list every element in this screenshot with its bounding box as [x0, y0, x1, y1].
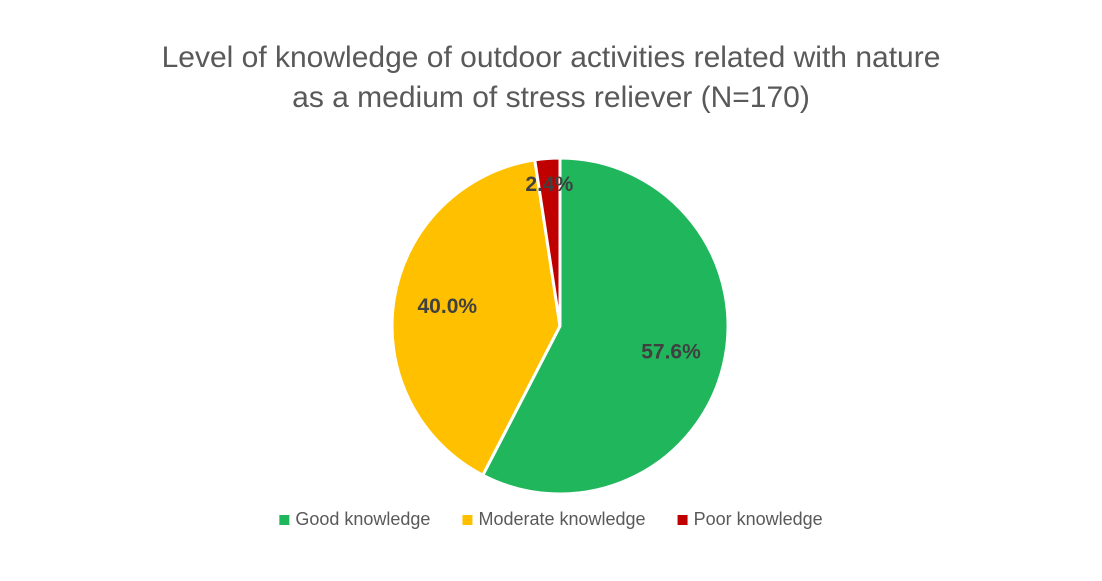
legend-label: Poor knowledge: [694, 509, 823, 529]
pie-slice: [480, 156, 730, 496]
data-label: 2.4%: [525, 173, 573, 196]
legend-label: Good knowledge: [295, 509, 430, 529]
pie-slice: [390, 158, 562, 478]
legend-swatch: [462, 515, 473, 525]
pie-slice: [533, 156, 562, 327]
chart-title: Level of knowledge of outdoor activities…: [161, 41, 941, 114]
legend-swatch: [279, 515, 290, 525]
data-label: 57.6%: [641, 341, 701, 364]
legend-swatch: [677, 515, 688, 525]
legend-label: Moderate knowledge: [478, 509, 645, 529]
data-label: 40.0%: [418, 295, 478, 318]
